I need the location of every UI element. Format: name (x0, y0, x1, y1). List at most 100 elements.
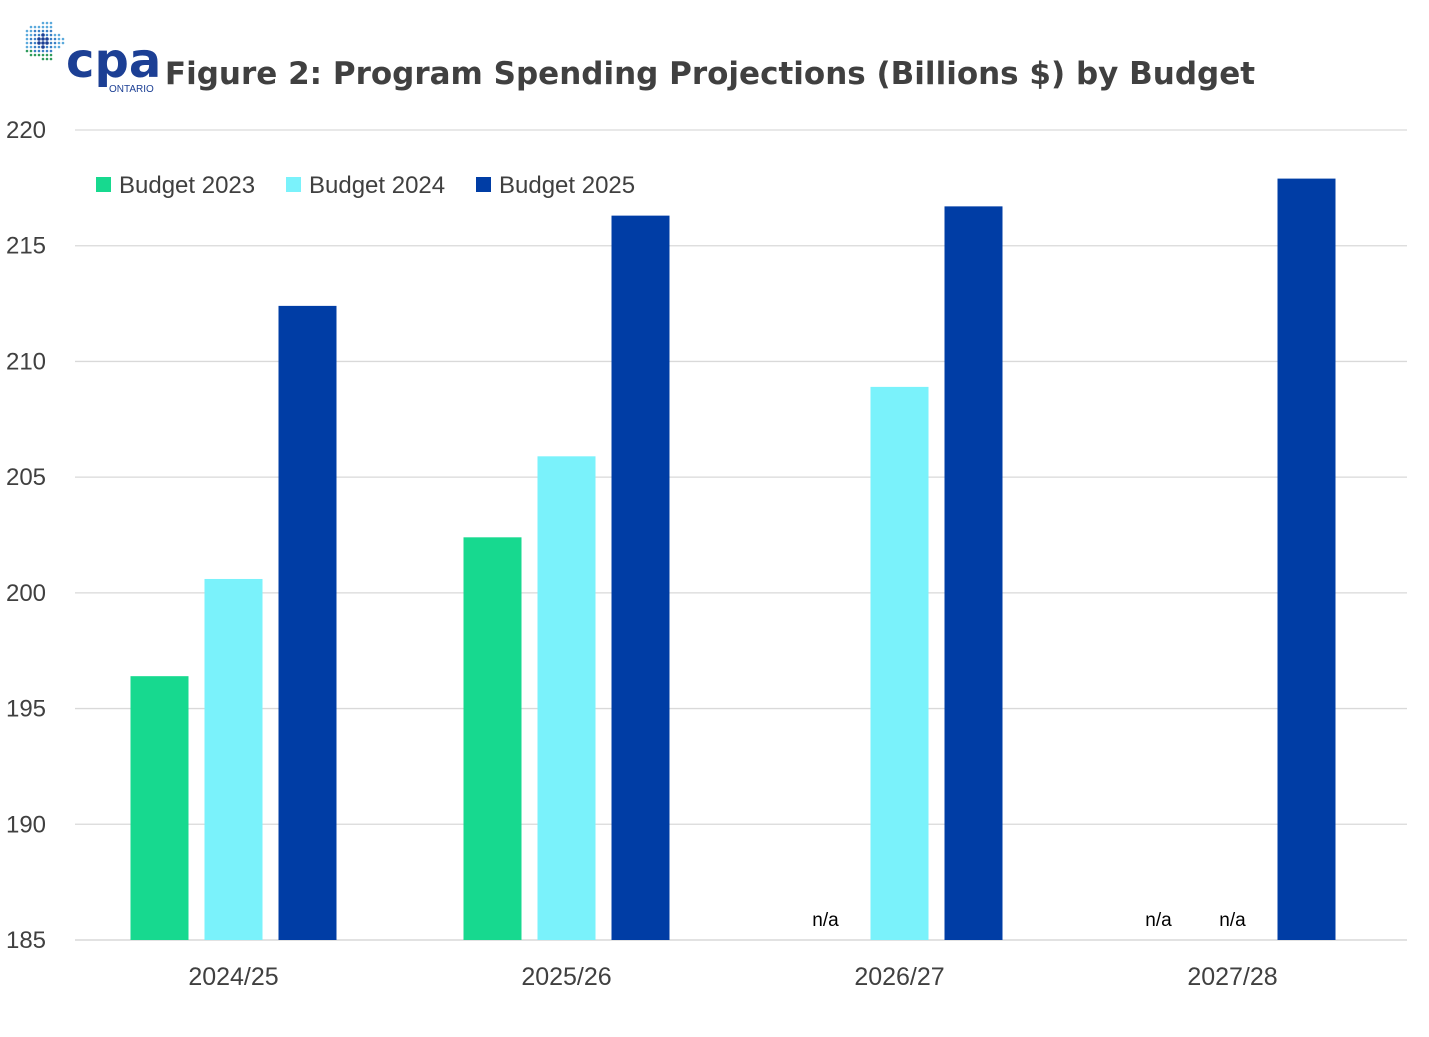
logo-dot (37, 25, 41, 29)
logo-dot (57, 33, 61, 37)
na-label: n/a (812, 910, 839, 931)
logo-dot (45, 29, 49, 33)
logo-dot (53, 33, 57, 37)
logo-dot (41, 41, 45, 45)
x-tick-label: 2024/25 (188, 963, 278, 991)
legend: Budget 2023 Budget 2024 Budget 2025 (96, 172, 635, 199)
na-label: n/a (1145, 910, 1172, 931)
na-label: n/a (1219, 910, 1246, 931)
x-tick-label: 2027/28 (1187, 963, 1277, 991)
logo-dot (25, 45, 29, 49)
logo-dot (49, 41, 53, 45)
logo-dot (29, 33, 33, 37)
logo-dot (45, 25, 49, 29)
bar (463, 537, 522, 940)
maple-leaf-dots-icon (25, 21, 65, 61)
y-tick-label: 205 (6, 464, 46, 491)
legend-swatch (286, 177, 301, 192)
y-tick-label: 190 (6, 811, 46, 838)
logo-dot (41, 25, 45, 29)
x-tick-label: 2025/26 (521, 963, 611, 991)
logo-dot (41, 57, 45, 61)
logo-dot (53, 45, 57, 49)
logo-dot (25, 29, 29, 33)
logo-dot (37, 41, 41, 45)
logo-dot (57, 37, 61, 41)
legend-label: Budget 2023 (119, 172, 255, 199)
cpa-logo: cpa ONTARIO (25, 21, 161, 95)
logo-dot (25, 49, 29, 53)
logo-dot (37, 45, 41, 49)
gridlines (75, 129, 1407, 941)
logo-dot (37, 37, 41, 41)
logo-dot (41, 21, 45, 25)
logo-dot (45, 21, 49, 25)
logo-dot (49, 25, 53, 29)
y-tick-label: 200 (6, 580, 46, 607)
logo-dot (41, 37, 45, 41)
logo-dot (33, 29, 37, 33)
logo-dot (33, 45, 37, 49)
bar (1277, 178, 1336, 941)
y-tick-label: 215 (6, 233, 46, 260)
y-tick-label: 210 (6, 348, 46, 375)
logo-dot (49, 29, 53, 33)
x-tick-label: 2026/27 (854, 963, 944, 991)
logo-dot (29, 45, 33, 49)
logo-dot (33, 25, 37, 29)
logo-dot (49, 49, 53, 53)
logo-dot (45, 49, 49, 53)
logo-dot (45, 37, 49, 41)
y-tick-label: 195 (6, 696, 46, 723)
logo-dot (61, 37, 65, 41)
logo-dot (49, 33, 53, 37)
logo-dot (33, 33, 37, 37)
logo-dot (37, 53, 41, 57)
logo-subtext: ONTARIO (109, 84, 154, 95)
chart-title: Figure 2: Program Spending Projections (… (165, 56, 1255, 92)
logo-dot (45, 45, 49, 49)
logo-dot (49, 57, 53, 61)
logo-dot (45, 41, 49, 45)
logo-dot (29, 49, 33, 53)
logo-dot (33, 53, 37, 57)
logo-dot (29, 37, 33, 41)
logo-dot (41, 33, 45, 37)
logo-dot (45, 57, 49, 61)
bar (130, 676, 189, 940)
logo-dot (45, 33, 49, 37)
logo-dot (25, 37, 29, 41)
logo-dot (29, 41, 33, 45)
bar (278, 305, 337, 940)
bar (944, 206, 1003, 940)
bar (204, 578, 263, 940)
logo-dot (25, 33, 29, 37)
y-axis: 185 190 195 200 205 210 215 220 (6, 117, 46, 954)
logo-dot (37, 33, 41, 37)
bar (870, 386, 929, 940)
bar (537, 456, 596, 940)
logo-dot (41, 49, 45, 53)
y-tick-label: 220 (6, 117, 46, 144)
legend-label: Budget 2024 (309, 172, 445, 199)
logo-dot (29, 53, 33, 57)
logo-dot (29, 25, 33, 29)
y-tick-label: 185 (6, 927, 46, 954)
logo-dot (61, 41, 65, 45)
logo-dot (37, 49, 41, 53)
logo-dot (41, 45, 45, 49)
logo-dot (33, 37, 37, 41)
logo-dot (37, 29, 41, 33)
logo-dot (49, 21, 53, 25)
logo-dot (45, 53, 49, 57)
logo-text: cpa (66, 33, 161, 89)
logo-dot (49, 37, 53, 41)
legend-swatch (476, 177, 491, 192)
logo-dot (33, 49, 37, 53)
legend-label: Budget 2025 (499, 172, 635, 199)
logo-dot (33, 41, 37, 45)
logo-dot (25, 41, 29, 45)
bar (611, 215, 670, 941)
logo-dot (29, 29, 33, 33)
